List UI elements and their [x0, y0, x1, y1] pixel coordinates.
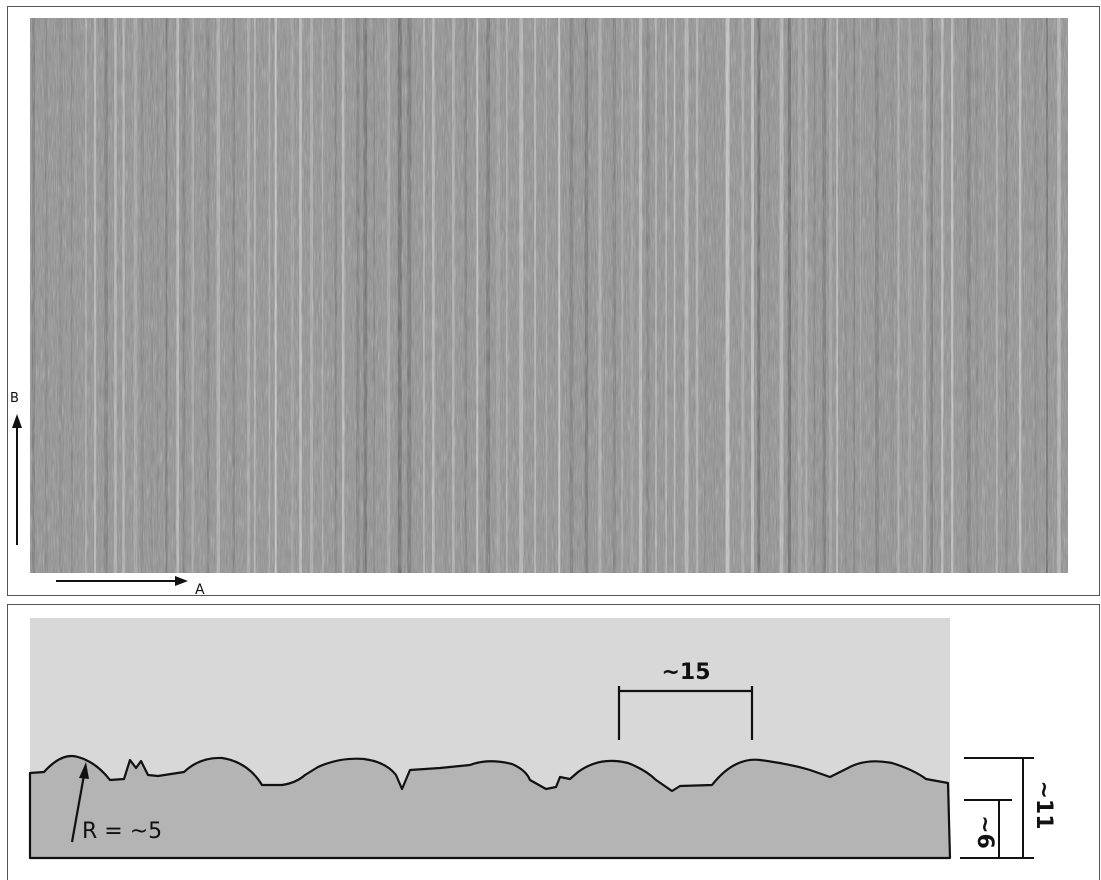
- arrowhead-up-icon: [12, 414, 22, 428]
- radius-arrow: [70, 762, 89, 843]
- axis-a-arrow: [56, 576, 188, 586]
- height-label: ~11: [1031, 780, 1056, 829]
- axis-b-label: B: [10, 391, 19, 406]
- micrograph-grain: [30, 18, 1068, 573]
- surface-profile: [28, 754, 952, 860]
- depth-label: ~6: [972, 815, 997, 849]
- radius-label: R = ~5: [82, 819, 162, 844]
- axis-a-label: A: [195, 582, 205, 598]
- arrowhead-right-icon: [175, 576, 188, 586]
- axis-b-arrow: [12, 414, 22, 545]
- spacing-dimension: [617, 686, 754, 740]
- micrograph-image: [30, 18, 1068, 573]
- height-dimension-lines: [960, 757, 1034, 859]
- spacing-label: ~15: [661, 660, 710, 685]
- arrowhead-radius-icon: [79, 762, 89, 779]
